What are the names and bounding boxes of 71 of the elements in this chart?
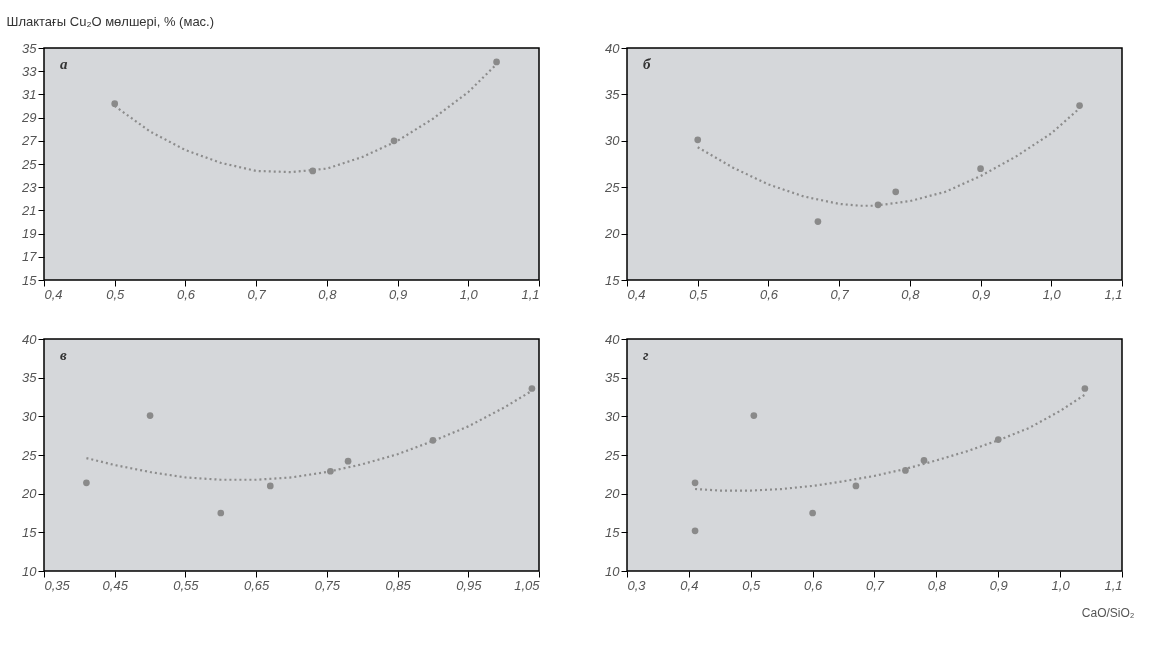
- y-tick-label: 23: [21, 179, 38, 195]
- x-tick-label: 0,5: [106, 286, 126, 302]
- x-tick-label: 1,0: [459, 286, 479, 302]
- x-tick-label: 0,7: [865, 577, 885, 593]
- y-tick-label: 25: [604, 179, 621, 195]
- x-tick-label: 0,6: [759, 286, 779, 302]
- y-tick-label: 21: [21, 202, 37, 218]
- y-tick-label: 25: [21, 156, 38, 172]
- y-tick-label: 35: [605, 370, 621, 386]
- x-tick-label: 0,9: [972, 286, 991, 302]
- y-tick-label: 31: [22, 86, 37, 102]
- y-tick-label: 25: [21, 447, 38, 463]
- x-tick-label: 0,5: [742, 577, 762, 593]
- annotation: г: [643, 347, 649, 363]
- y-tick-label: 20: [604, 486, 621, 502]
- x-tick-label: 0,8: [901, 286, 921, 302]
- y-tick-label: 17: [22, 249, 38, 265]
- x-tick-label: 0,75: [314, 577, 341, 593]
- x-tick-label: 0,3: [627, 577, 647, 593]
- x-tick-label: 0,95: [456, 577, 483, 593]
- x-tick-label: 0,7: [830, 286, 850, 302]
- y-tick-label: 33: [22, 63, 38, 79]
- x-tick-label: 0,6: [176, 286, 196, 302]
- y-tick-label: 15: [22, 272, 38, 288]
- y-tick-label: 15: [605, 524, 621, 540]
- x-tick-label: 0,4: [627, 286, 646, 302]
- y-tick-label: 35: [605, 86, 621, 102]
- y-tick-label: 10: [22, 563, 38, 579]
- x-tick-label: 0,85: [385, 577, 412, 593]
- y-tick-label: 30: [605, 408, 621, 424]
- x-tick-label: 0,5: [689, 286, 709, 302]
- x-tick-label: 0,35: [44, 577, 71, 593]
- x-tick-label: 0,4: [44, 286, 63, 302]
- y-tick-label: 35: [22, 40, 38, 56]
- x-tick-label: 0,45: [102, 577, 129, 593]
- y-tick-label: 25: [604, 447, 621, 463]
- y-tick-label: 20: [604, 226, 621, 242]
- x-tick-label: 1,1: [521, 286, 540, 302]
- x-tick-label: 0,7: [247, 286, 267, 302]
- x-tick-label: 0,9: [389, 286, 408, 302]
- y-tick-label: 15: [605, 272, 621, 288]
- annotation: б: [643, 56, 651, 72]
- y-tick-label: 40: [22, 331, 38, 347]
- y-tick-label: 40: [605, 40, 621, 56]
- y-tick-label: 19: [22, 226, 37, 242]
- y-tick-label: 35: [22, 370, 38, 386]
- y-tick-label: 30: [605, 133, 621, 149]
- x-tick-label: 0,55: [173, 577, 200, 593]
- y-tick-label: 10: [605, 563, 621, 579]
- x-tick-label: 1,0: [1051, 577, 1071, 593]
- x-tick-label: 1,0: [1042, 286, 1062, 302]
- y-axis-title: Шлактағы Cu₂O мөлшері, % (мас.): [6, 13, 215, 29]
- x-tick-label: 0,9: [989, 577, 1008, 593]
- x-tick-label: 1,1: [1104, 286, 1123, 302]
- y-tick-label: 15: [22, 524, 38, 540]
- y-tick-label: 30: [22, 408, 38, 424]
- y-tick-label: 20: [21, 486, 38, 502]
- x-tick-label: 0,65: [243, 577, 271, 593]
- x-tick-label: 1,05: [514, 577, 541, 593]
- x-tick-label: 0,4: [680, 577, 699, 593]
- y-tick-label: 29: [21, 110, 37, 126]
- x-tick-label: 0,6: [804, 577, 823, 593]
- x-tick-label: 0,8: [318, 286, 338, 302]
- y-tick-label: 40: [605, 331, 621, 347]
- x-tick-label: 0,8: [927, 577, 947, 593]
- x-tick-label: 1,1: [1104, 577, 1123, 593]
- y-tick-label: 27: [21, 133, 38, 149]
- annotation: а: [60, 56, 68, 72]
- annotation: в: [60, 347, 67, 363]
- x-axis-title: CaO/SiO₂: [1081, 605, 1135, 620]
- line-series: [693, 393, 1086, 492]
